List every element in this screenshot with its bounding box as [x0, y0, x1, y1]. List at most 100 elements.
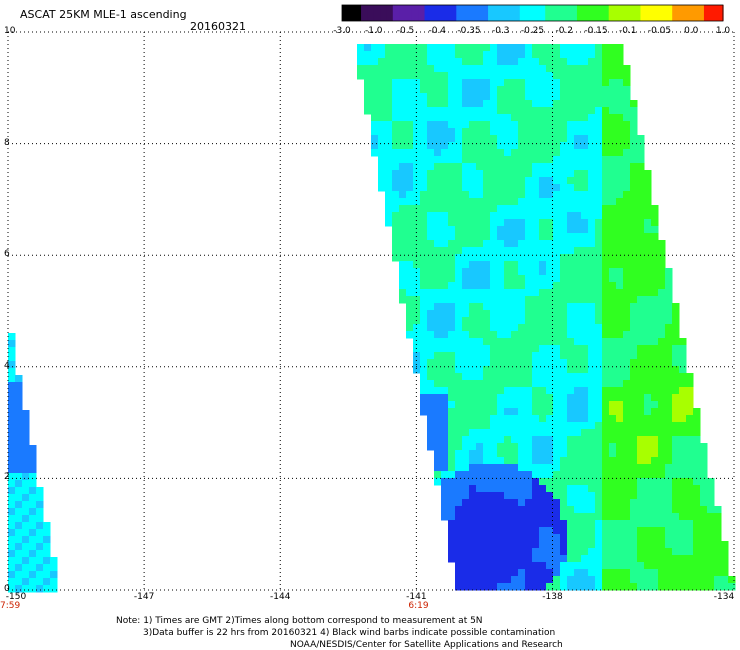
swath-cell	[679, 429, 687, 437]
swath-cell	[420, 282, 428, 290]
swath-cell	[462, 268, 470, 276]
swath-cell	[504, 471, 512, 479]
swath-cell	[539, 107, 547, 115]
swath-cell	[399, 184, 407, 192]
swath-cell	[497, 352, 505, 360]
swath-cell	[441, 219, 449, 227]
swath-cell	[392, 114, 400, 122]
swath-cell	[609, 72, 617, 80]
swath-cell	[483, 170, 491, 178]
swath-cell	[441, 366, 449, 374]
swath-cell	[609, 541, 617, 549]
swath-cell	[616, 58, 624, 66]
swath-cell	[546, 317, 554, 325]
swath-cell	[518, 527, 526, 535]
swath-cell	[616, 520, 624, 528]
swath-cell	[504, 443, 512, 451]
swath-cell	[371, 65, 379, 73]
swath-cell	[497, 471, 505, 479]
swath-cell	[455, 478, 463, 486]
latitude-label: 2	[4, 472, 10, 483]
swath-cell	[532, 562, 540, 570]
swath-cell	[574, 513, 582, 521]
swath-cell	[658, 289, 666, 297]
swath-cell	[455, 408, 463, 416]
swath-cell	[434, 149, 442, 157]
swath-cell	[448, 324, 456, 332]
swath-cell	[651, 247, 659, 255]
swath-cell	[22, 487, 30, 495]
swath-cell	[637, 289, 645, 297]
colorbar-segment	[596, 5, 603, 21]
swath-cell	[546, 177, 554, 185]
swath-cell	[616, 415, 624, 423]
swath-cell	[651, 233, 659, 241]
swath-cell	[609, 450, 617, 458]
swath-cell	[420, 72, 428, 80]
swath-cell	[553, 366, 561, 374]
swath-cell	[707, 562, 715, 570]
swath-cell	[665, 296, 673, 304]
swath-cell	[448, 520, 456, 528]
swath-cell	[595, 268, 603, 276]
swath-cell	[595, 184, 603, 192]
swath-cell	[588, 261, 596, 269]
swath-cell	[609, 170, 617, 178]
swath-cell	[427, 86, 435, 94]
swath-cell	[581, 331, 589, 339]
swath-cell	[574, 100, 582, 108]
colorbar-segment	[634, 5, 642, 21]
swath-cell	[714, 527, 722, 535]
swath-cell	[518, 205, 526, 213]
swath-cell	[413, 338, 421, 346]
swath-cell	[525, 555, 533, 563]
swath-cell	[497, 205, 505, 213]
swath-cell	[672, 548, 680, 556]
swath-cell	[490, 289, 498, 297]
swath-cell	[8, 501, 16, 509]
swath-cell	[553, 520, 561, 528]
swath-cell	[378, 86, 386, 94]
swath-cell	[462, 198, 470, 206]
swath-cell	[357, 72, 365, 80]
swath-cell	[651, 394, 659, 402]
swath-cell	[553, 401, 561, 409]
swath-cell	[623, 226, 631, 234]
swath-cell	[518, 198, 526, 206]
swath-cell	[539, 569, 547, 577]
swath-cell	[406, 261, 414, 269]
swath-cell	[455, 415, 463, 423]
swath-cell	[469, 443, 477, 451]
swath-cell	[679, 443, 687, 451]
swath-cell	[455, 345, 463, 353]
swath-cell	[553, 499, 561, 507]
swath-cell	[364, 86, 372, 94]
swath-cell	[581, 289, 589, 297]
swath-cell	[616, 296, 624, 304]
swath-cell	[420, 233, 428, 241]
swath-cell	[469, 583, 477, 591]
swath-cell	[434, 401, 442, 409]
swath-cell	[672, 450, 680, 458]
swath-cell	[651, 205, 659, 213]
swath-cell	[714, 534, 722, 542]
swath-cell	[630, 366, 638, 374]
swath-cell	[553, 569, 561, 577]
swath-cell	[497, 261, 505, 269]
swath-cell	[560, 282, 568, 290]
swath-cell	[399, 65, 407, 73]
swath-cell	[679, 583, 687, 591]
swath-cell	[595, 485, 603, 493]
swath-cell	[546, 163, 554, 171]
swath-cell	[686, 569, 694, 577]
swath-cell	[546, 205, 554, 213]
swath-cell	[392, 128, 400, 136]
swath-cell	[420, 128, 428, 136]
swath-cell	[609, 527, 617, 535]
swath-cell	[609, 562, 617, 570]
swath-cell	[553, 380, 561, 388]
swath-cell	[588, 359, 596, 367]
swath-cell	[532, 247, 540, 255]
swath-cell	[658, 541, 666, 549]
swath-cell	[525, 394, 533, 402]
